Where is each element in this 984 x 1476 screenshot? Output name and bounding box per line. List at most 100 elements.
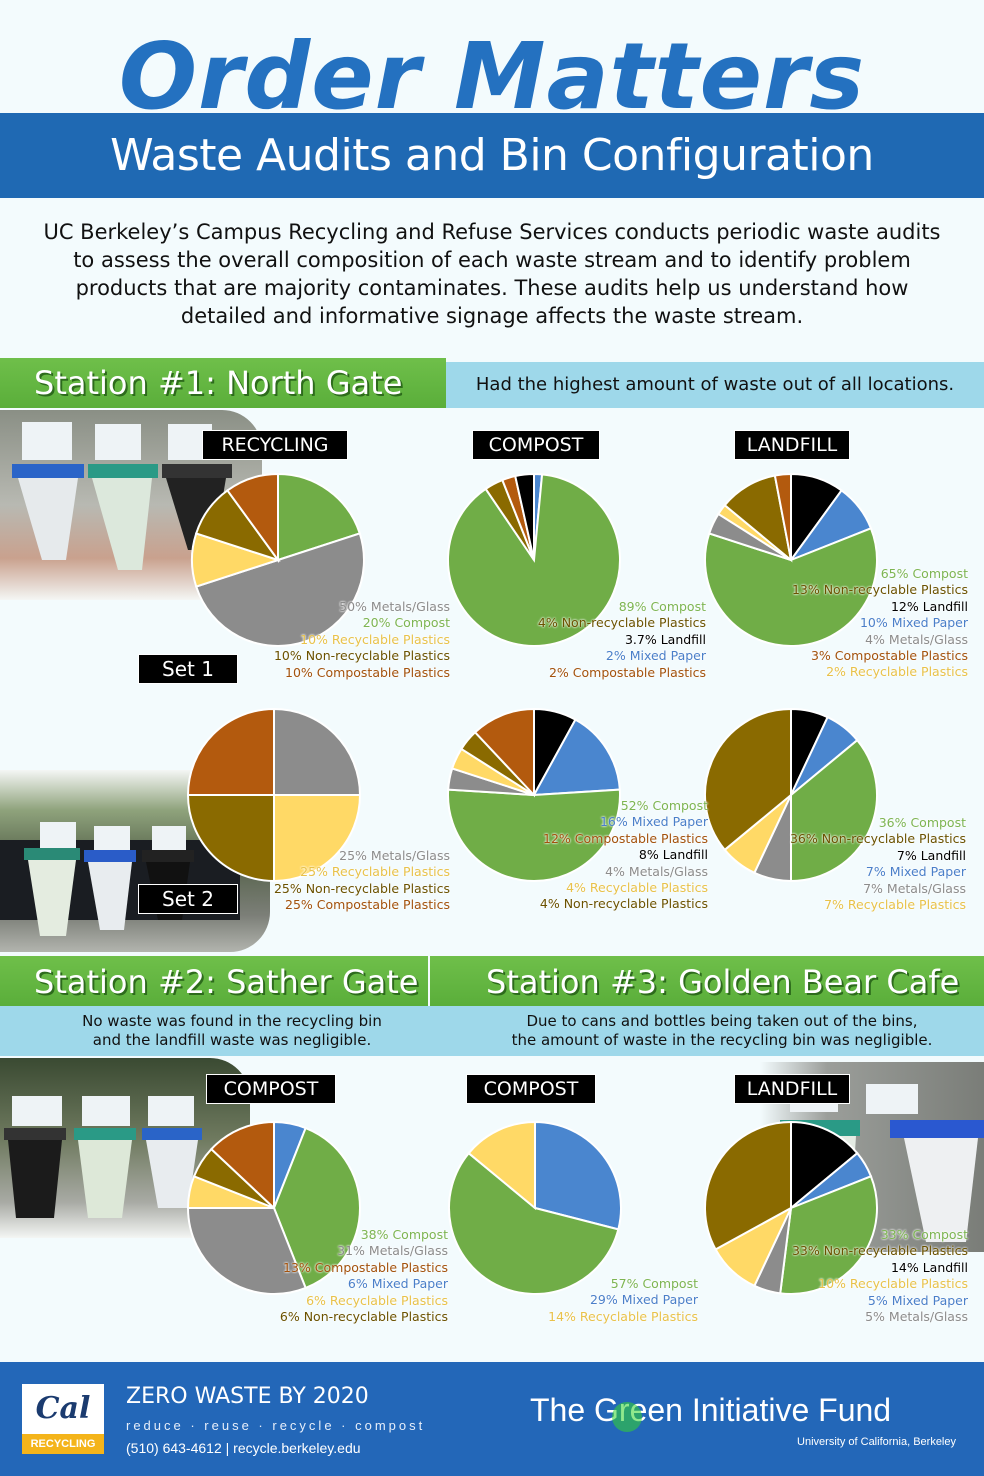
bin-label-compost: COMPOST	[472, 430, 600, 460]
legend-s3-landfill: 33% Compost 33% Non-recyclable Plastics 14…	[792, 1227, 968, 1325]
legend-entry: 36% Compost	[878, 815, 966, 830]
station2-note-line2: and the landfill waste was negligible.	[92, 1031, 372, 1049]
legend-entry: 4% Recyclable Plastics	[566, 880, 708, 896]
legend-entry: 7% Mixed Paper	[865, 864, 966, 880]
legend-entry: 33% Non-recyclable Plastics	[791, 1243, 968, 1259]
bin-label-s2-compost: COMPOST	[206, 1074, 336, 1104]
pie-slice-mixed-paper	[532, 718, 621, 797]
pie-slice-compost	[447, 788, 621, 882]
legend-entry: 6% Non-recyclable Plastics	[279, 1309, 448, 1325]
station2-note: No waste was found in the recycling bin …	[0, 1012, 464, 1050]
slogan: ZERO WASTE BY 2020	[126, 1384, 369, 1409]
legend-s1-set2-landfill: 36% Compost 36% Non-recyclable Plastics 7%…	[790, 815, 966, 913]
pie-slice-non-recyclable-plastics	[704, 1120, 792, 1251]
legend-entry: 38% Compost	[360, 1227, 448, 1242]
legend-entry: 3.7% Landfill	[624, 631, 706, 647]
contact-info[interactable]: (510) 643-4612 | recycle.berkeley.edu	[126, 1440, 361, 1456]
station1-title: Station #1: North Gate	[34, 364, 403, 402]
pie-slice-compostable-plastics	[209, 1120, 275, 1211]
cal-recycling-logo[interactable]: Cal RECYCLING	[22, 1384, 104, 1454]
pie-chart-s2-compost	[186, 1120, 362, 1296]
station3-note-line1: Due to cans and bottles being taken out …	[526, 1012, 918, 1030]
legend-entry: 31% Metals/Glass	[337, 1243, 448, 1259]
pie-slice-compost	[779, 1175, 878, 1295]
legend-entry: 6% Mixed Paper	[347, 1276, 448, 1292]
legend-entry: 25% Non-recyclable Plastics	[273, 880, 450, 896]
legend-entry: 16% Mixed Paper	[599, 814, 708, 830]
legend-entry: 7% Recyclable Plastics	[824, 897, 966, 913]
pie-chart-s3-landfill	[703, 1120, 879, 1296]
legend-entry: 25% Metals/Glass	[339, 848, 450, 863]
bins-photo-illustration	[0, 822, 240, 936]
station3-note: Due to cans and bottles being taken out …	[470, 1012, 974, 1050]
pie-slice-metals-glass	[194, 532, 365, 647]
legend-entry: 2% Compostable Plastics	[548, 664, 706, 680]
fund-name: The Green Initiative Fund	[530, 1392, 892, 1428]
legend-entry: 13% Non-recyclable Plastics	[791, 582, 968, 598]
set2-label: Set 2	[138, 884, 238, 914]
pie-slice-compostable-plastics	[473, 707, 535, 798]
bins-photo-illustration	[4, 1096, 202, 1218]
pie-slice-compostable-plastics	[226, 472, 279, 564]
page-subtitle: Waste Audits and Bin Configuration	[110, 130, 874, 181]
legend-s1-set1-landfill: 65% Compost 13% Non-recyclable Plastics 12…	[792, 566, 968, 681]
pie-slice-compost	[447, 473, 621, 647]
bin-label-recycling: RECYCLING	[202, 430, 348, 460]
legend-entry: 7% Metals/Glass	[863, 880, 966, 896]
station2-3-note-bar	[0, 1006, 984, 1056]
station3-title: Station #3: Golden Bear Cafe	[486, 963, 960, 1001]
bin-label-s3-compost: COMPOST	[466, 1074, 596, 1104]
pie-chart-s1-set1-landfill	[703, 472, 879, 648]
bins-photo-illustration	[12, 422, 232, 570]
legend-s2-compost: 38% Compost 31% Metals/Glass 13% Compostab…	[280, 1227, 448, 1325]
legend-entry: 5% Mixed Paper	[867, 1292, 968, 1308]
legend-s1-set1-compost: 89% Compost 4% Non-recyclable Plastics 3.7…	[538, 599, 706, 681]
legend-entry: 12% Landfill	[890, 598, 968, 614]
pie-slice-compostable-plastics	[773, 472, 792, 561]
station1-note-bar: Had the highest amount of waste out of a…	[446, 362, 984, 408]
pie-slice-non-recyclable-plastics	[186, 794, 275, 883]
bin-label-s3-landfill: LANDFILL	[734, 1074, 850, 1104]
legend-entry: 14% Recyclable Plastics	[548, 1308, 698, 1324]
station2-note-line1: No waste was found in the recycling bin	[82, 1012, 382, 1030]
pie-chart-s1-set1-compost	[446, 472, 622, 648]
pie-slice-compost	[272, 1126, 361, 1290]
pie-slice-compost	[790, 738, 878, 883]
legend-entry: 4% Non-recyclable Plastics	[537, 615, 706, 631]
legend-entry: 14% Landfill	[890, 1259, 968, 1275]
legend-entry: 2% Recyclable Plastics	[826, 664, 968, 680]
title-band	[0, 113, 984, 198]
legend-entry: 10% Recyclable Plastics	[818, 1276, 968, 1292]
pie-slice-landfill	[790, 1120, 859, 1211]
pie-slice-compostable-plastics	[186, 707, 275, 796]
bin-label-landfill: LANDFILL	[734, 430, 850, 460]
cal-logo-text: Cal	[35, 1391, 91, 1426]
station2-title-bar: Station #2: Sather Gate	[0, 956, 428, 1006]
legend-entry: 33% Compost	[880, 1227, 968, 1242]
legend-s1-set2-recycling: 25% Metals/Glass 25% Recyclable Plastics 2…	[274, 848, 450, 914]
legend-entry: 10% Mixed Paper	[859, 615, 968, 631]
legend-entry: 7% Landfill	[896, 847, 966, 863]
pie-slice-recyclable-plastics	[467, 1120, 536, 1211]
legend-entry: 10% Non-recyclable Plastics	[273, 648, 450, 664]
pie-slice-recyclable-plastics	[273, 794, 362, 883]
legend-entry: 12% Compostable Plastics	[543, 830, 708, 846]
legend-entry: 10% Compostable Plastics	[285, 664, 450, 680]
pie-slice-compost	[277, 472, 362, 562]
pie-slice-metals-glass	[186, 1207, 307, 1295]
legend-entry: 36% Non-recyclable Plastics	[789, 831, 966, 847]
recycling-badge: RECYCLING	[22, 1434, 104, 1454]
station3-note-line2: the amount of waste in the recycling bin…	[511, 1031, 933, 1049]
station1-title-bar: Station #1: North Gate	[0, 358, 446, 408]
legend-entry: 20% Compost	[362, 615, 450, 631]
legend-s1-set1-recycling: 50% Metals/Glass 20% Compost 10% Recyclabl…	[274, 599, 450, 681]
green-circle-icon	[612, 1402, 642, 1432]
legend-s3-compost: 57% Compost 29% Mixed Paper 14% Recyclable…	[548, 1276, 698, 1325]
legend-entry: 5% Metals/Glass	[865, 1309, 968, 1325]
set1-label: Set 1	[138, 654, 238, 684]
pie-chart-s1-set2-recycling	[186, 707, 362, 883]
legend-entry: 4% Non-recyclable Plastics	[539, 896, 708, 912]
tagline: reduce · reuse · recycle · compost	[126, 1418, 426, 1433]
legend-entry: 52% Compost	[620, 798, 708, 813]
legend-entry: 8% Landfill	[638, 847, 708, 863]
